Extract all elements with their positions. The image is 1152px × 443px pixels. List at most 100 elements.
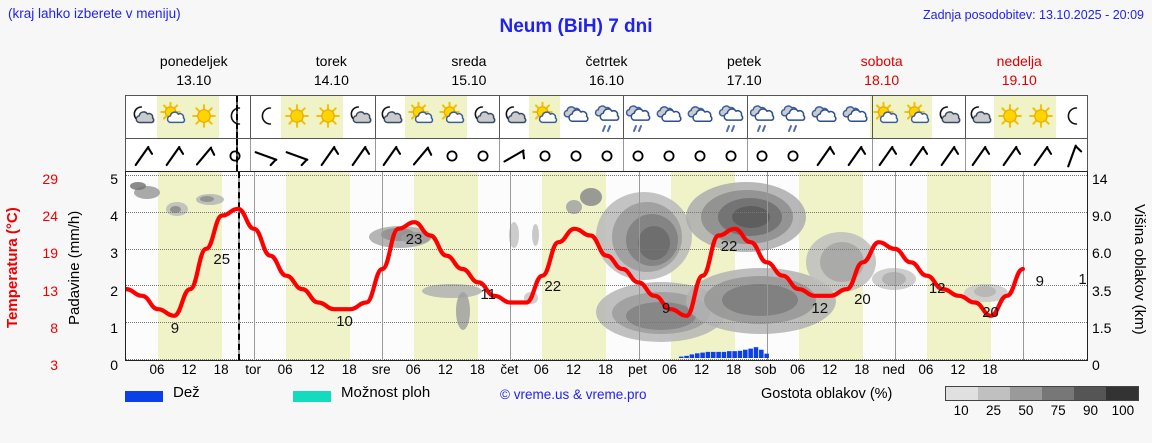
- wind-barb-icon: [351, 145, 370, 167]
- day-separator: [374, 96, 376, 138]
- weather-icon-cell-1: [157, 96, 188, 138]
- wind-barb-cell-26: [932, 139, 963, 171]
- location-menu-note[interactable]: (kraj lahko izberete v meniju): [8, 6, 181, 21]
- sun-icon: [282, 100, 312, 134]
- moon-cloud-icon: [964, 100, 994, 134]
- weather-icon-cell-27: [963, 96, 994, 138]
- wind-barb-cell-28: [994, 139, 1025, 171]
- temperature-label-4: 11: [480, 286, 496, 304]
- wind-barb-icon: [502, 149, 525, 163]
- wind-barb-icon: [873, 141, 899, 169]
- day-name: nedelja: [996, 53, 1042, 69]
- precipitation-bars: [678, 347, 769, 358]
- cloud-icon: [561, 100, 591, 134]
- x-tick-8: 06: [405, 362, 421, 377]
- temperature-axis-ticks: 29 24 19 13 8 3: [28, 166, 58, 373]
- wind-barb-icon: [382, 145, 401, 167]
- wind-calm-icon: [780, 141, 806, 169]
- cloud-height-tick-5: 0: [1092, 357, 1100, 373]
- weather-icon-cell-14: [560, 96, 591, 138]
- wind-calm-icon: [786, 150, 798, 162]
- x-tick-0: 06: [149, 362, 165, 377]
- day-name: sreda: [451, 53, 487, 69]
- wind-barb-icon: [1028, 141, 1054, 169]
- horizontal-gridline-1: [126, 211, 1087, 213]
- precipitation-tick-2: 3: [110, 245, 118, 262]
- wind-calm-icon: [656, 141, 682, 169]
- cloud-density-swatch-1: [978, 387, 1010, 400]
- wind-barb-icon: [320, 145, 339, 167]
- copyright-text[interactable]: © vreme.us & vreme.pro: [500, 387, 647, 402]
- wind-barb-cell-16: [622, 139, 653, 171]
- weather-icon-cell-5: [281, 96, 312, 138]
- wind-barb-icon: [134, 145, 153, 167]
- day-gridline-4: [766, 172, 768, 360]
- cloud-density-tick-1: 25: [985, 403, 1002, 418]
- cloud-rain-icon: [778, 100, 808, 134]
- moon-cloud-icon: [344, 100, 374, 134]
- wind-barb-icon: [816, 145, 835, 167]
- temperature-tick-4: 8: [50, 319, 58, 336]
- wind-barb-icon: [971, 145, 990, 167]
- sun-cloud-icon: [406, 100, 436, 134]
- wind-calm-icon: [569, 150, 581, 162]
- x-tick-10: 18: [469, 362, 485, 377]
- day-header-6: nedelja 19.10: [950, 52, 1088, 92]
- day-header-0: ponedeljek 13.10: [125, 52, 263, 92]
- wind-barb-icon: [191, 141, 217, 169]
- wind-calm-icon: [228, 150, 240, 162]
- day-date: 15.10: [451, 72, 487, 88]
- showers-legend-label: Možnost ploh: [341, 384, 431, 401]
- current-time-marker: [236, 139, 239, 171]
- rain-legend-swatch: [125, 391, 163, 402]
- cloud-density-tick-0: 10: [953, 403, 969, 418]
- chart-legend: Dež Možnost ploh © vreme.us & vreme.pro …: [125, 384, 1139, 426]
- wind-barb-cell-10: [436, 139, 467, 171]
- wind-calm-icon: [476, 150, 488, 162]
- precipitation-tick-4: 1: [110, 319, 118, 336]
- cloud-rain-icon: [623, 100, 653, 134]
- sun-cloud-icon: [158, 100, 188, 134]
- x-tick-22: 18: [854, 362, 870, 377]
- day-separator: [747, 96, 749, 138]
- day-date: 16.10: [589, 72, 625, 88]
- wind-barb-cell-24: [870, 139, 901, 171]
- wind-barb-strip: [125, 139, 1088, 171]
- weather-icon-cell-10: [436, 96, 467, 138]
- weather-icon-cell-13: [529, 96, 560, 138]
- cloud-height-tick-1: 9.0: [1092, 208, 1112, 225]
- wind-calm-icon: [631, 150, 643, 162]
- sun-cloud-icon: [902, 100, 932, 134]
- forecast-plot: 9 25 10 23 11 22 9 22 12 20 12 20 9 10: [125, 171, 1088, 361]
- wind-barb-cell-6: [312, 139, 343, 171]
- wind-barb-cell-25: [901, 139, 932, 171]
- wind-barb-cell-30: [1056, 139, 1087, 171]
- day-separator: [871, 96, 873, 138]
- weather-icon-cell-4: [250, 96, 281, 138]
- wind-barb-icon: [1002, 145, 1021, 167]
- wind-barb-icon: [129, 141, 155, 169]
- x-tick-14: 18: [597, 362, 614, 377]
- day-name: sobota: [860, 53, 903, 69]
- wind-barb-icon: [1059, 141, 1085, 169]
- x-tick-16: 06: [662, 362, 678, 377]
- weather-icon-cell-21: [777, 96, 808, 138]
- precipitation-tick-1: 4: [110, 208, 118, 225]
- showers-legend-swatch: [293, 391, 331, 402]
- wind-barb-icon: [346, 141, 372, 169]
- precipitation-tick-3: 2: [110, 282, 118, 299]
- wind-barb-cell-8: [374, 139, 405, 171]
- cloud-density-swatch-0: [946, 387, 978, 400]
- weather-icon-cell-19: [715, 96, 746, 138]
- weather-icon-cell-26: [932, 96, 963, 138]
- wind-barb-cell-21: [777, 139, 808, 171]
- wind-barb-icon: [284, 141, 310, 169]
- x-tick-1: 12: [181, 362, 197, 377]
- day-date: 13.10: [176, 72, 212, 88]
- wind-calm-icon: [222, 141, 248, 169]
- precipitation-axis-ticks: 5 4 3 2 1 0: [92, 166, 118, 373]
- cloud-density-layer: [130, 182, 1008, 342]
- wind-barb-cell-9: [405, 139, 436, 171]
- cloud-icon: [654, 100, 684, 134]
- cloud-icon: [840, 100, 870, 134]
